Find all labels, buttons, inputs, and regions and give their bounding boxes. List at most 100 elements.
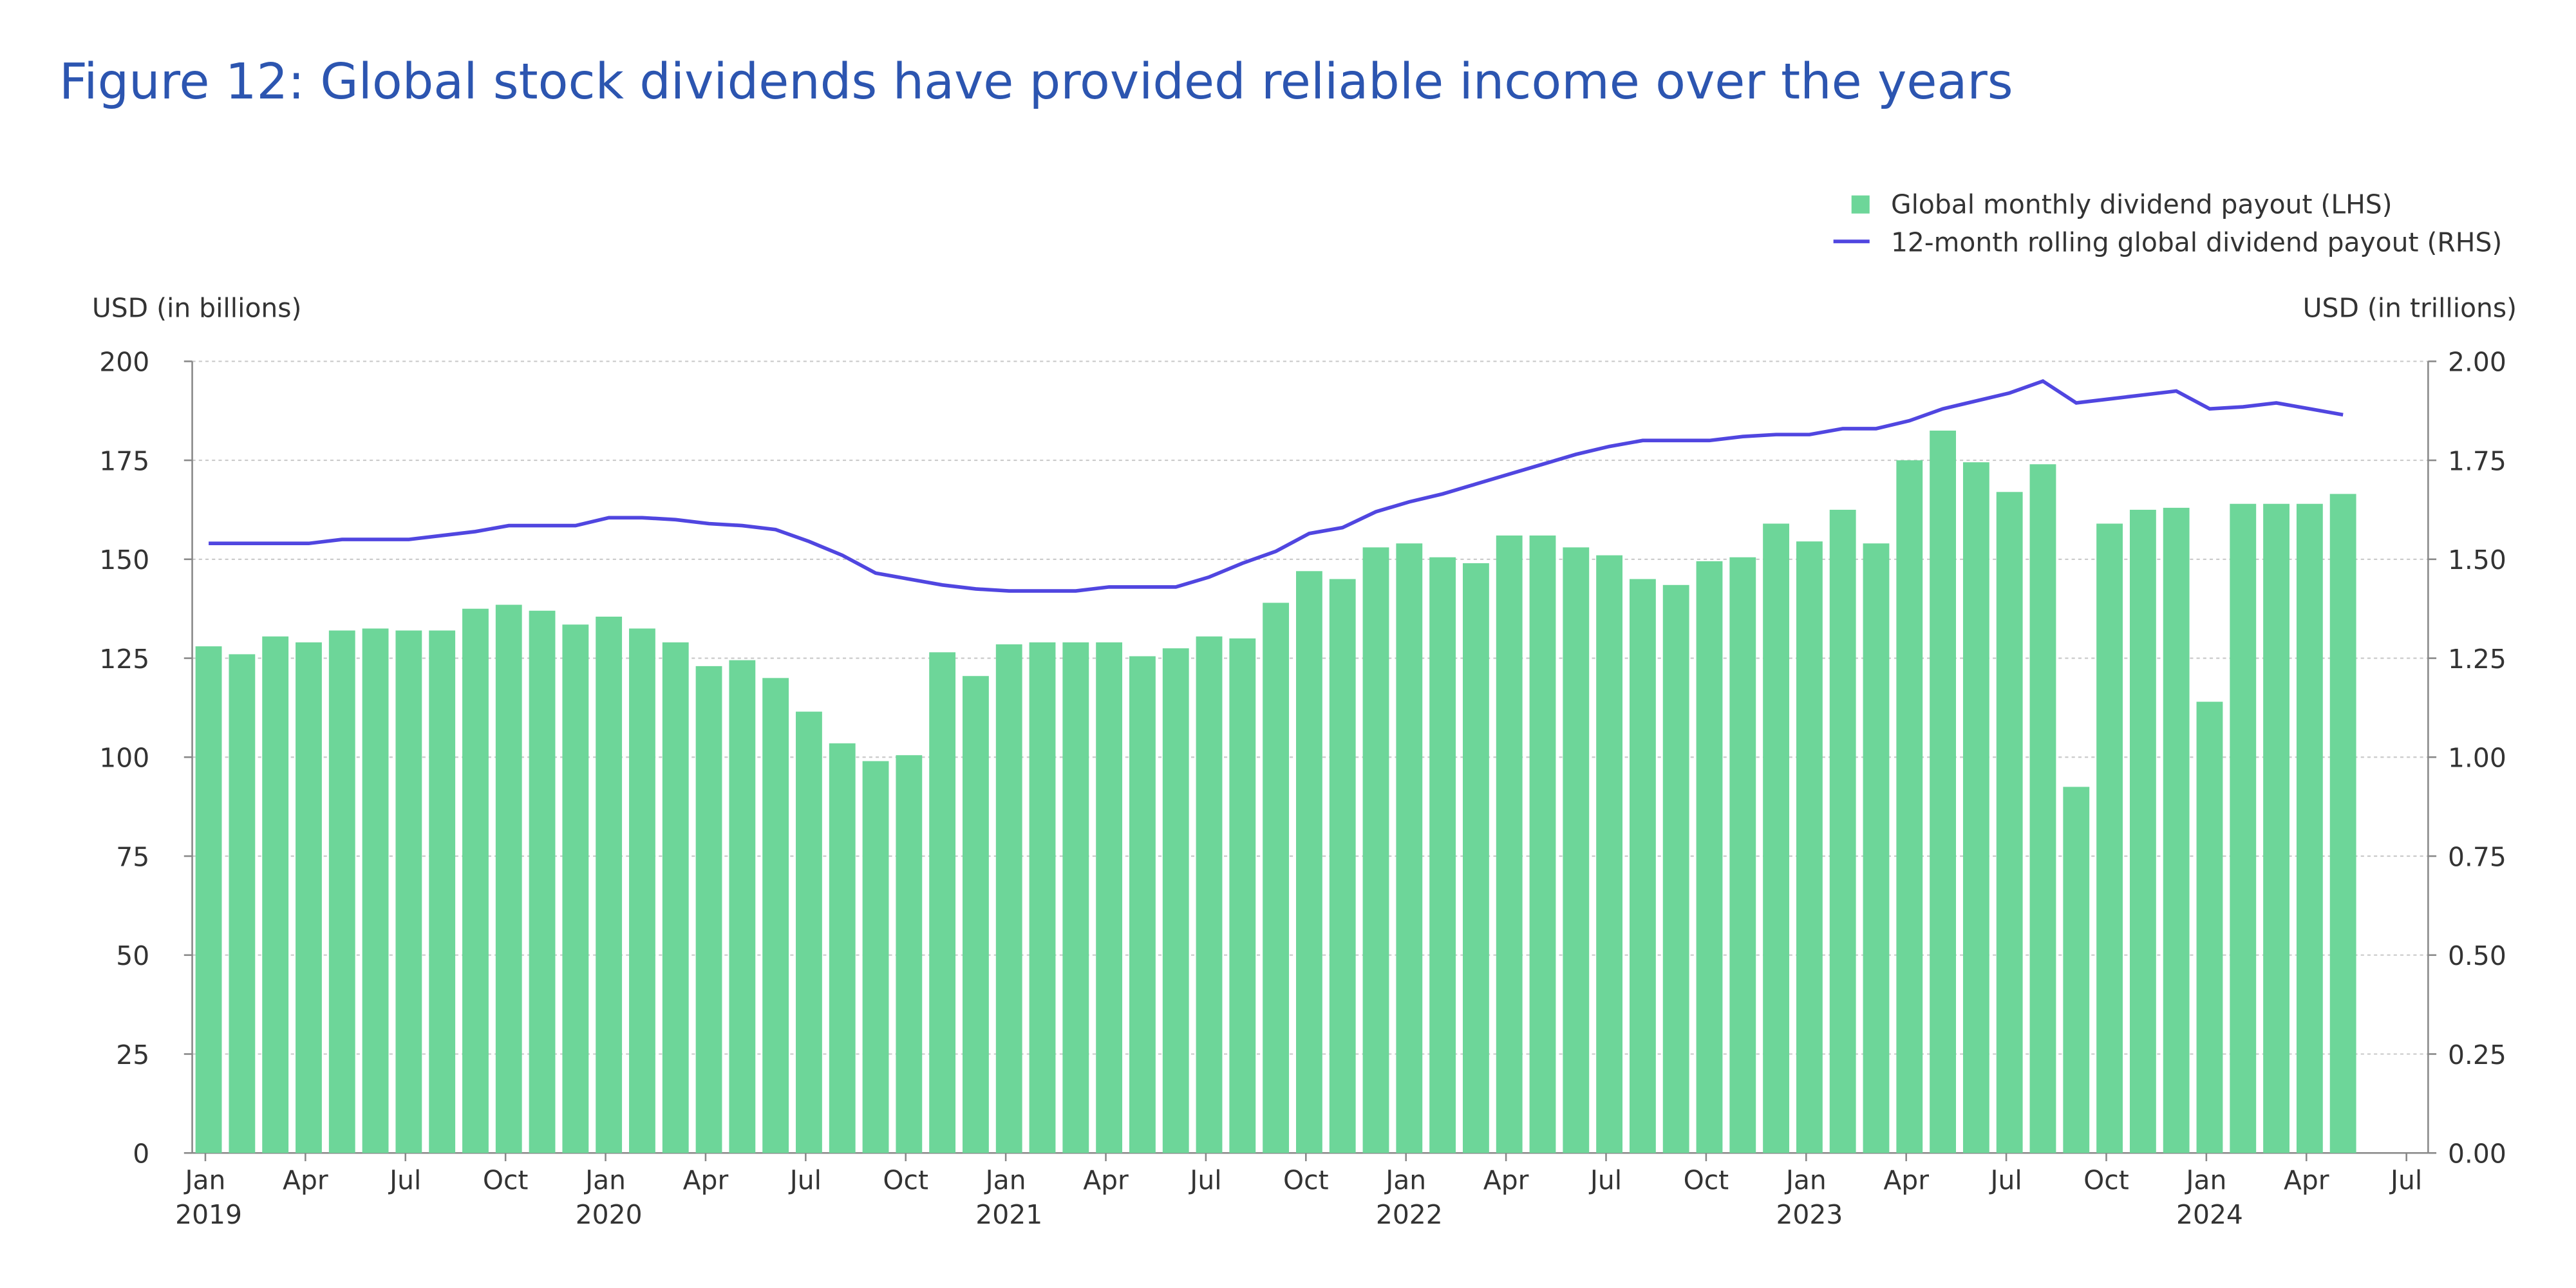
x-tick-label: Oct [1684, 1164, 1729, 1195]
bar [596, 617, 623, 1153]
bar [1763, 523, 1790, 1153]
bar [462, 608, 489, 1153]
legend-swatch [1851, 195, 1870, 214]
bar [262, 636, 289, 1153]
bar [1196, 636, 1223, 1153]
bar [529, 610, 556, 1153]
bar [1863, 543, 1890, 1153]
bar [1329, 579, 1356, 1153]
bar [1629, 579, 1656, 1153]
bar [1462, 563, 1489, 1153]
bar [1696, 561, 1723, 1153]
bar [1296, 571, 1322, 1153]
x-tick-label: Jul [1988, 1164, 2022, 1195]
bar [2129, 509, 2156, 1153]
bar [963, 676, 989, 1153]
bar [1129, 656, 1156, 1153]
y2-tick-label: 2.00 [2448, 347, 2506, 378]
bar [1396, 543, 1423, 1153]
x-tick-label: Jan 2021 [975, 1164, 1042, 1230]
bar [1062, 642, 1089, 1153]
x-tick-label: Jul [1188, 1164, 1221, 1195]
x-tick-label: Oct [483, 1164, 529, 1195]
bar [862, 761, 889, 1153]
x-tick-label: Jul [1588, 1164, 1622, 1195]
x-tick-label: Apr [683, 1164, 729, 1195]
y2-tick-label: 0.75 [2448, 841, 2506, 872]
bar [1263, 602, 1290, 1153]
bar [929, 652, 956, 1153]
x-tick-label: Apr [1483, 1164, 1529, 1195]
x-tick-label: Jan 2023 [1776, 1164, 1843, 1230]
y2-tick-label: 0.25 [2448, 1040, 2506, 1070]
bar [695, 666, 722, 1153]
bar [2230, 503, 2257, 1153]
y2-tick-label: 0.00 [2448, 1139, 2506, 1170]
y-tick-label: 200 [99, 347, 149, 378]
bar [2263, 503, 2289, 1153]
bar [1996, 492, 2023, 1153]
y2-tick-label: 1.50 [2448, 545, 2506, 575]
bar [1596, 555, 1623, 1153]
bar [2096, 523, 2123, 1153]
line [209, 378, 2344, 593]
x-tick-label: Jan 2022 [1376, 1164, 1443, 1230]
bar [1429, 557, 1456, 1153]
bar [2196, 702, 2223, 1153]
y2-tick-label: 1.25 [2448, 644, 2506, 675]
y-tick-label: 0 [133, 1139, 149, 1170]
bar [362, 628, 389, 1153]
bar [1162, 648, 1189, 1153]
bar [1962, 462, 1989, 1153]
bar [328, 630, 355, 1153]
bar [762, 678, 789, 1153]
y-tick-label: 125 [99, 644, 149, 675]
y-tick-label: 50 [116, 940, 149, 971]
x-tick-label: Apr [283, 1164, 328, 1195]
bar [629, 628, 655, 1153]
bar [1362, 547, 1389, 1153]
bar [1029, 642, 1056, 1153]
bar [1496, 535, 1523, 1153]
x-tick-label: Jan 2020 [576, 1164, 643, 1230]
x-tick-label: Jan 2019 [175, 1164, 242, 1230]
bar [495, 604, 522, 1153]
bar [662, 642, 689, 1153]
y-tick-label: 175 [99, 445, 149, 476]
bar [2163, 507, 2190, 1153]
bar [1229, 638, 1256, 1153]
y-tick-label: 100 [99, 743, 149, 774]
y2-tick-label: 1.75 [2448, 445, 2506, 476]
bar [1729, 557, 1756, 1153]
bar [562, 624, 589, 1153]
y2-tick-label: 1.00 [2448, 743, 2506, 774]
bar [729, 660, 756, 1153]
bar [429, 630, 456, 1153]
y2-axis-label: USD (in trillions) [2303, 292, 2517, 323]
x-tick-label: Apr [1083, 1164, 1129, 1195]
bar [395, 630, 422, 1153]
bar [195, 646, 222, 1153]
x-tick-label: Apr [1883, 1164, 1929, 1195]
bar [229, 654, 256, 1153]
bar [1796, 541, 1823, 1153]
x-tick-label: Jul [388, 1164, 421, 1195]
bar [1096, 642, 1123, 1153]
y-tick-label: 75 [116, 841, 149, 872]
x-tick-label: Jul [2389, 1164, 2422, 1195]
bar [1563, 547, 1590, 1153]
bar [1662, 584, 1689, 1153]
bar [1930, 430, 1956, 1153]
bar [1896, 460, 1923, 1153]
y-axis-label: USD (in billions) [92, 292, 302, 323]
x-tick-label: Jan 2024 [2176, 1164, 2243, 1230]
bar [2063, 787, 2090, 1153]
bar [296, 642, 322, 1153]
legend-label: 12-month rolling global dividend payout … [1891, 227, 2502, 257]
bar [995, 644, 1022, 1153]
chart-title: Figure 12: Global stock dividends have p… [59, 53, 2013, 111]
bar [2029, 464, 2056, 1153]
bar [2296, 503, 2323, 1153]
